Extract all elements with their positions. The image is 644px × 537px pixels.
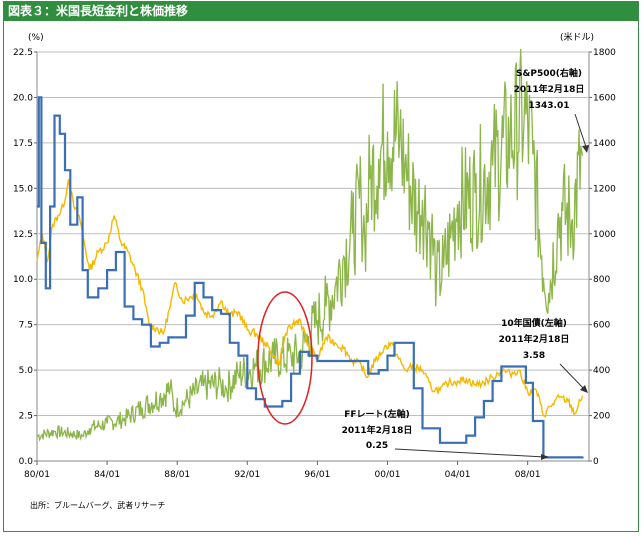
treasury-arrowhead [580, 385, 588, 393]
chart-title: 図表３：米国長短金利と株価推移 [4, 2, 638, 21]
right-tick-label: 200 [593, 412, 610, 422]
left-tick-label: 22.5 [13, 48, 33, 58]
ff-annotation-date: 2011年2月18日 [342, 424, 413, 436]
right-tick-label: 1400 [593, 139, 616, 149]
x-tick-label: 04/01 [445, 470, 471, 480]
right-tick-label: 600 [593, 321, 610, 331]
left-tick-label: 2.5 [19, 412, 33, 422]
left-tick-label: 12.5 [13, 230, 33, 240]
right-tick-label: 1000 [593, 230, 616, 240]
left-tick-label: 20.0 [13, 93, 33, 103]
x-tick-label: 92/01 [234, 470, 260, 480]
sp500-annotation-value: 1343.01 [529, 101, 570, 111]
right-tick-label: 1200 [593, 184, 616, 194]
x-tick-label: 08/01 [515, 470, 541, 480]
ff-arrowhead [541, 454, 549, 460]
sp500-arrowhead [582, 145, 589, 153]
chart-frame: 図表３：米国長短金利と株価推移 [3, 1, 639, 532]
treasury-arrow [559, 363, 586, 391]
ff-annotation-title: FFレート(左軸) [344, 408, 410, 420]
treasury-annotation-value: 3.58 [523, 351, 545, 361]
left-tick-label: 7.5 [19, 321, 33, 331]
left-axis-unit: (%) [28, 33, 44, 43]
x-tick-label: 88/01 [164, 470, 190, 480]
left-tick-label: 10.0 [13, 275, 33, 285]
x-tick-label: 84/01 [94, 470, 120, 480]
right-axis-unit: (米ドル) [560, 31, 594, 43]
left-tick-label: 17.5 [13, 139, 33, 149]
x-tick-label: 00/01 [375, 470, 401, 480]
right-tick-label: 800 [593, 275, 610, 285]
sp500-annotation-title: S&P500(右軸) [516, 67, 582, 79]
right-tick-label: 0 [593, 457, 599, 467]
ff-arrow [394, 448, 546, 458]
x-tick-label: 96/01 [304, 470, 330, 480]
ff-rate-line [37, 96, 584, 459]
highlight-circle [257, 291, 313, 425]
treasury-annotation-date: 2011年2月18日 [499, 333, 570, 345]
source-note: 出所：ブルームバーグ、武者リサーチ [30, 501, 166, 510]
left-tick-label: 5.0 [19, 366, 34, 376]
right-tick-label: 400 [593, 366, 610, 376]
sp500-annotation-date: 2011年2月18日 [514, 83, 585, 95]
ff-annotation-value: 0.25 [366, 441, 388, 451]
sp500-arrow [574, 113, 588, 151]
x-tick-label: 80/01 [24, 470, 50, 480]
treasury-10y-line [36, 179, 584, 418]
left-tick-label: 0.0 [19, 457, 34, 467]
right-tick-label: 1600 [593, 93, 616, 103]
treasury-annotation-title: 10年国債(左軸) [501, 317, 567, 329]
left-tick-label: 15.0 [13, 184, 33, 194]
right-tick-label: 1800 [593, 48, 616, 58]
